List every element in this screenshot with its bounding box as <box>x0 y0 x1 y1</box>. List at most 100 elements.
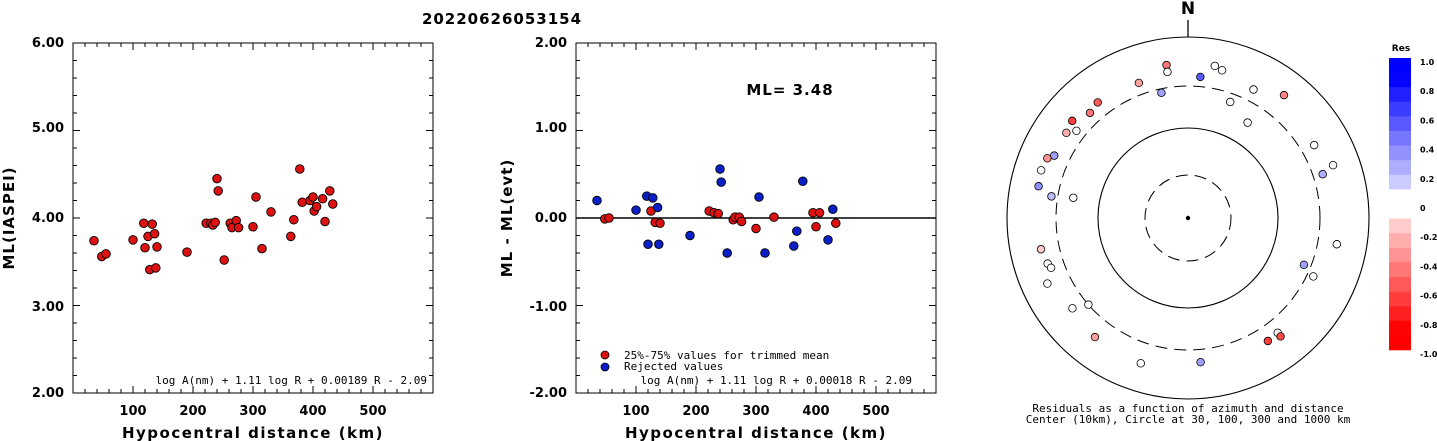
colorbar-tick-label: -0.4 <box>1420 262 1437 271</box>
left-ytick-label: 2.00 <box>32 386 64 401</box>
magnitude-point <box>311 201 322 212</box>
station-residual-point <box>1090 332 1100 342</box>
colorbar-labels: 1.0 0.8 0.6 0.4 0.2 0 -0.2 -0.4 -0.6 -0.8 -1.0 <box>1420 58 1437 359</box>
colorbar-cell <box>1389 72 1411 88</box>
left-xtick-label: 400 <box>299 404 326 419</box>
station-residual-point <box>1210 61 1220 71</box>
station-residual-point <box>1279 90 1289 100</box>
magnitude-point <box>89 235 99 246</box>
middle-xtick-label: 200 <box>682 404 709 419</box>
legend-rejected-label: Rejected values <box>624 360 723 373</box>
middle-xtick-label: 100 <box>622 404 649 419</box>
middle-formula: log A(nm) + 1.11 log R + 0.00018 R - 2.0… <box>640 374 912 387</box>
magnitude-point <box>233 222 244 233</box>
station-residual-point <box>1068 116 1077 126</box>
station-residual-point <box>1050 151 1059 160</box>
middle-ytick-label: -1.00 <box>530 300 567 315</box>
legend-trimmed-label: 25%-75% values for trimmed mean <box>624 349 829 362</box>
colorbar-cell <box>1389 87 1411 103</box>
middle-ytick-label: 1.00 <box>535 121 567 136</box>
colorbar-cell <box>1389 233 1411 249</box>
magnitude-point <box>286 231 296 242</box>
station-residual-point <box>1036 245 1046 254</box>
rejected-residual-point <box>685 230 695 241</box>
station-residual-point <box>1072 126 1081 136</box>
magnitude-point <box>210 217 220 228</box>
trimmed-residual-point <box>655 218 665 228</box>
trimmed-residual-point <box>831 218 841 228</box>
event-title: 20220626053154 <box>422 10 582 28</box>
colorbar-tick-label: -0.8 <box>1420 321 1437 330</box>
station-residual-point <box>1157 88 1166 98</box>
colorbar-cell <box>1389 291 1411 307</box>
station-residual-point <box>1217 66 1227 75</box>
azimuth-residual-plot: N Residuals as a function of azimuth and… <box>1006 0 1370 426</box>
station-residual-point <box>1226 97 1235 107</box>
magnitude-point <box>317 193 328 204</box>
trimmed-residual-point <box>604 213 614 223</box>
rejected-residual-point <box>823 235 833 245</box>
colorbar-tick-label: 0.2 <box>1420 175 1434 184</box>
magnitude-point <box>213 186 223 196</box>
station-residual-point <box>1309 140 1319 150</box>
station-residual-point <box>1328 160 1338 170</box>
rejected-residual-point <box>652 202 663 213</box>
colorbar-cells <box>1389 58 1411 351</box>
station-residual-point <box>1249 85 1258 94</box>
magnitude-point <box>151 263 161 273</box>
rejected-residual-point <box>715 164 725 174</box>
magnitude-point <box>289 214 299 225</box>
magnitude-point <box>140 242 150 253</box>
residual-colorbar: Res 1.0 0.8 0.6 0.4 0.2 0 -0.2 -0.4 -0.6 -0.8 -1.0 <box>1389 44 1437 359</box>
rejected-residual-point <box>798 176 808 186</box>
station-residual-point <box>1069 193 1078 202</box>
rejected-residual-point <box>828 204 838 214</box>
colorbar-cell <box>1389 335 1411 351</box>
station-residual-point <box>1196 357 1205 367</box>
colorbar-tick-label: -0.2 <box>1420 233 1437 242</box>
magnitude-point <box>219 255 229 265</box>
left-data-points <box>89 164 338 275</box>
station-residual-point <box>1068 304 1077 313</box>
magnitude-distance-plot: 6.00 5.00 4.00 3.00 2.00 100 200 300 400… <box>0 36 434 441</box>
station-residual-point <box>1332 240 1342 249</box>
north-label: N <box>1181 0 1195 19</box>
colorbar-cell <box>1389 218 1411 234</box>
rejected-residual-point <box>716 177 726 187</box>
magnitude-point <box>251 192 261 202</box>
middle-y-axis-label: ML - ML(evt) <box>498 159 516 277</box>
ml-value-label: ML= 3.48 <box>746 81 833 99</box>
station-residual-point <box>1093 98 1102 107</box>
colorbar-cell <box>1389 174 1411 190</box>
colorbar-cell <box>1389 116 1411 132</box>
rejected-residual-point <box>631 205 641 215</box>
colorbar-tick-label: 0.6 <box>1420 116 1435 125</box>
colorbar-tick-label: 0.8 <box>1420 87 1435 96</box>
trimmed-residual-point <box>811 221 821 232</box>
colorbar-cell <box>1389 306 1411 322</box>
colorbar-cell <box>1389 204 1411 219</box>
magnitude-point <box>248 221 258 232</box>
epicenter-dot <box>1185 215 1191 221</box>
left-ytick-label: 4.00 <box>32 211 64 226</box>
station-residual-point <box>1062 128 1071 138</box>
magnitude-point <box>266 207 276 217</box>
station-residual-point <box>1299 260 1309 270</box>
middle-data-points <box>592 164 841 258</box>
rejected-residual-point <box>654 239 664 249</box>
colorbar-cell <box>1389 320 1411 336</box>
left-xtick-label: 200 <box>179 404 206 419</box>
left-y-axis-label: ML(IASPEI) <box>0 166 18 269</box>
middle-axis-ticks <box>575 42 937 394</box>
polar-caption-line2: Center (10km), Circle at 30, 100, 300 an… <box>1026 413 1351 426</box>
left-xtick-label: 300 <box>239 404 266 419</box>
magnitude-point <box>128 235 138 245</box>
middle-x-axis-label: Hypocentral distance (km) <box>625 424 887 441</box>
left-plot-frame <box>72 42 434 394</box>
trimmed-residual-point <box>769 212 779 222</box>
rejected-residual-point <box>722 248 732 258</box>
colorbar-cell <box>1389 58 1411 73</box>
colorbar-tick-label: 0.4 <box>1420 146 1435 155</box>
polar-data-points <box>1034 60 1342 368</box>
trimmed-residual-point <box>751 223 761 234</box>
